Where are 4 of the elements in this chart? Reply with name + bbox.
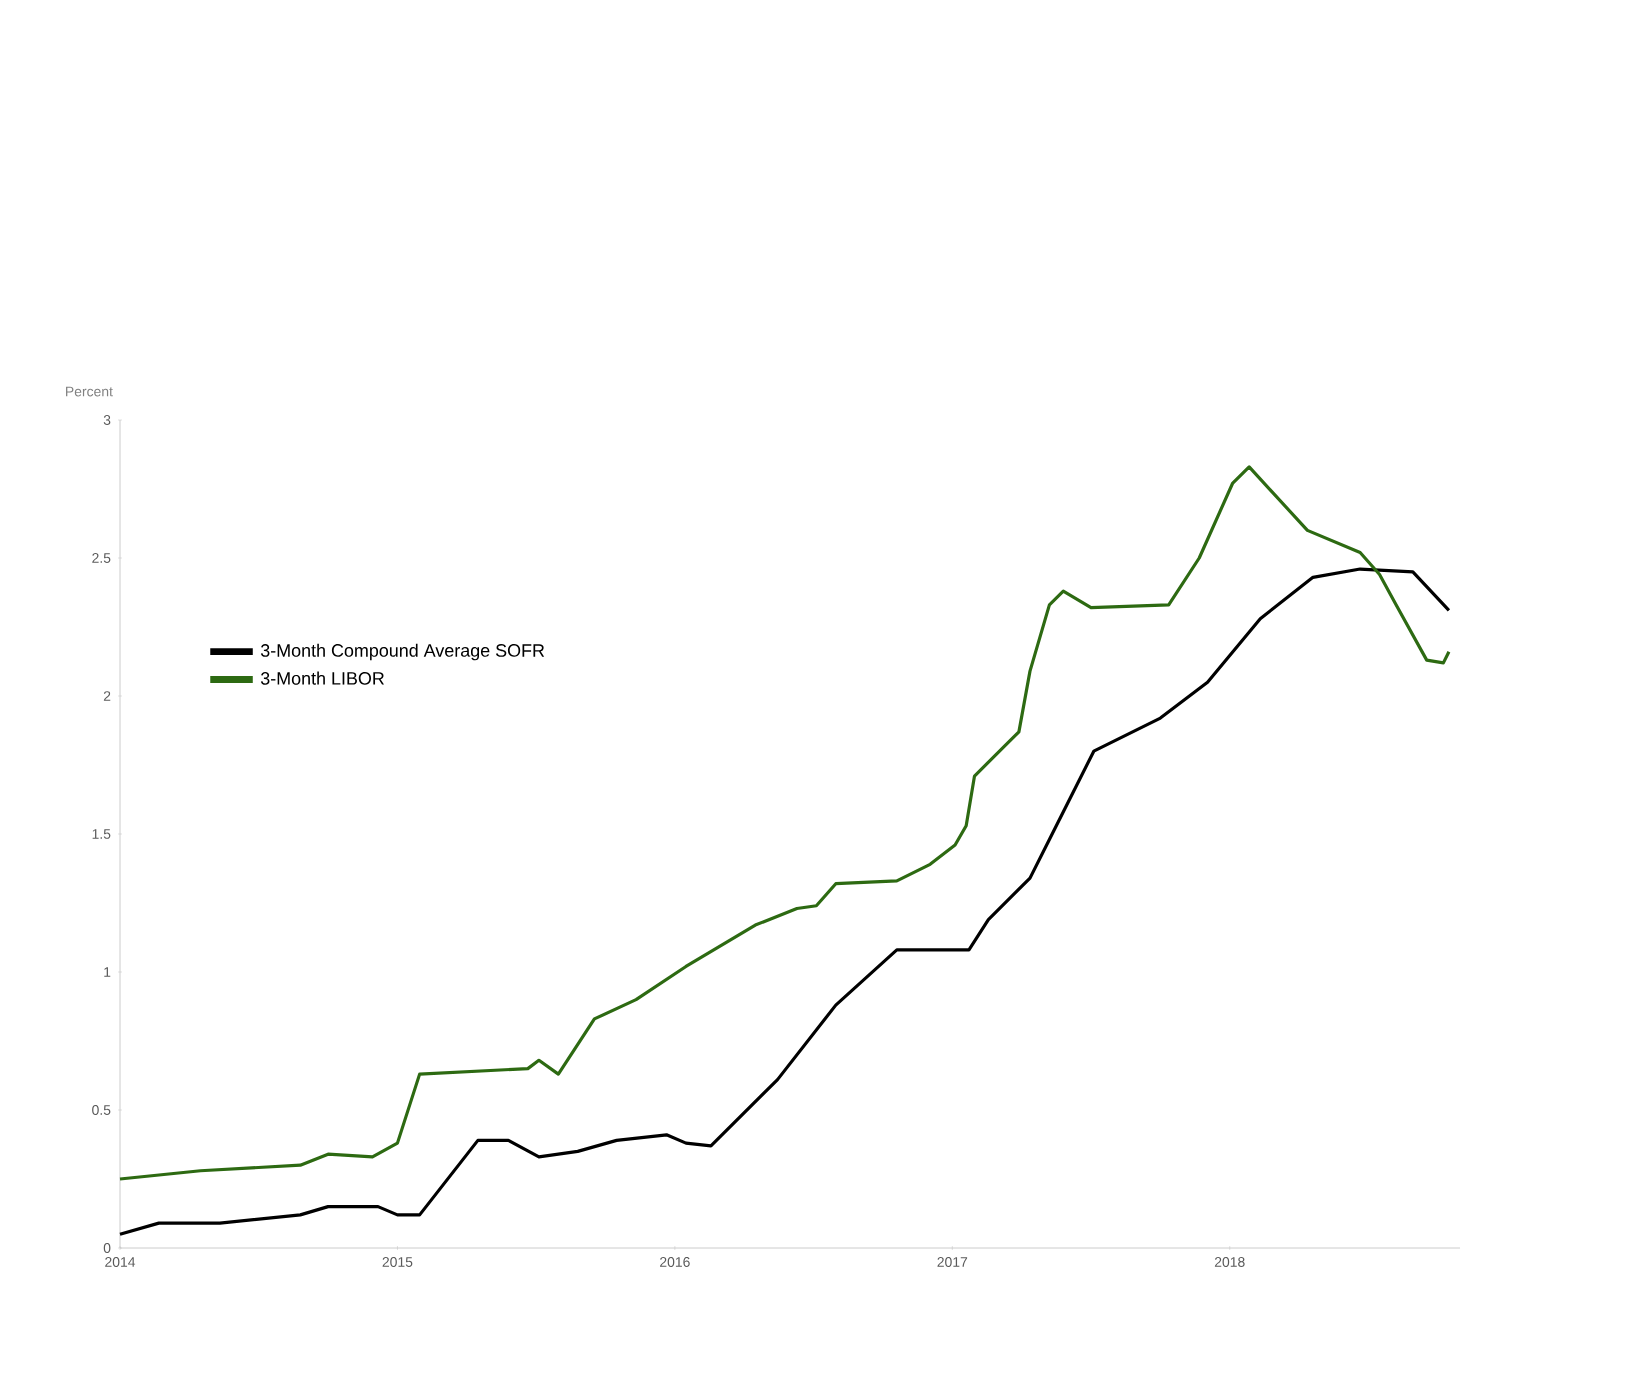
line-series [118,567,1451,1236]
legend-label: 3-Month Compound Average SOFR [260,643,545,661]
line-series [118,465,1451,1181]
legend-label: 3-Month LIBOR [260,671,384,685]
